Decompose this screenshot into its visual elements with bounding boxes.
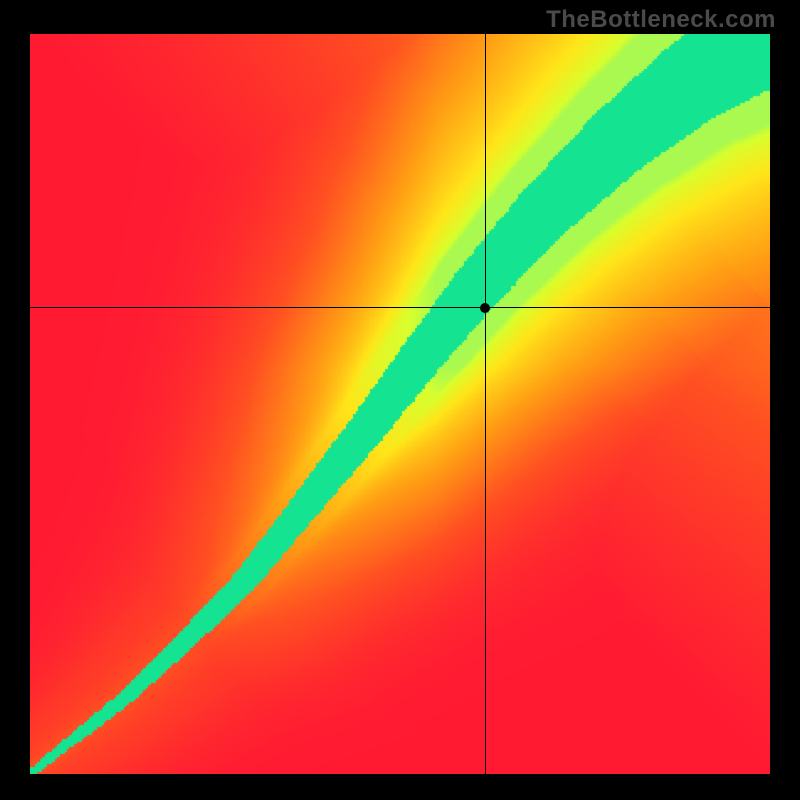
crosshair-vertical bbox=[485, 34, 486, 774]
crosshair-horizontal bbox=[30, 307, 770, 308]
watermark-text: TheBottleneck.com bbox=[546, 6, 776, 34]
chart-frame: TheBottleneck.com bbox=[0, 0, 800, 800]
bottleneck-heatmap-canvas bbox=[30, 34, 770, 774]
crosshair-marker bbox=[480, 303, 490, 313]
